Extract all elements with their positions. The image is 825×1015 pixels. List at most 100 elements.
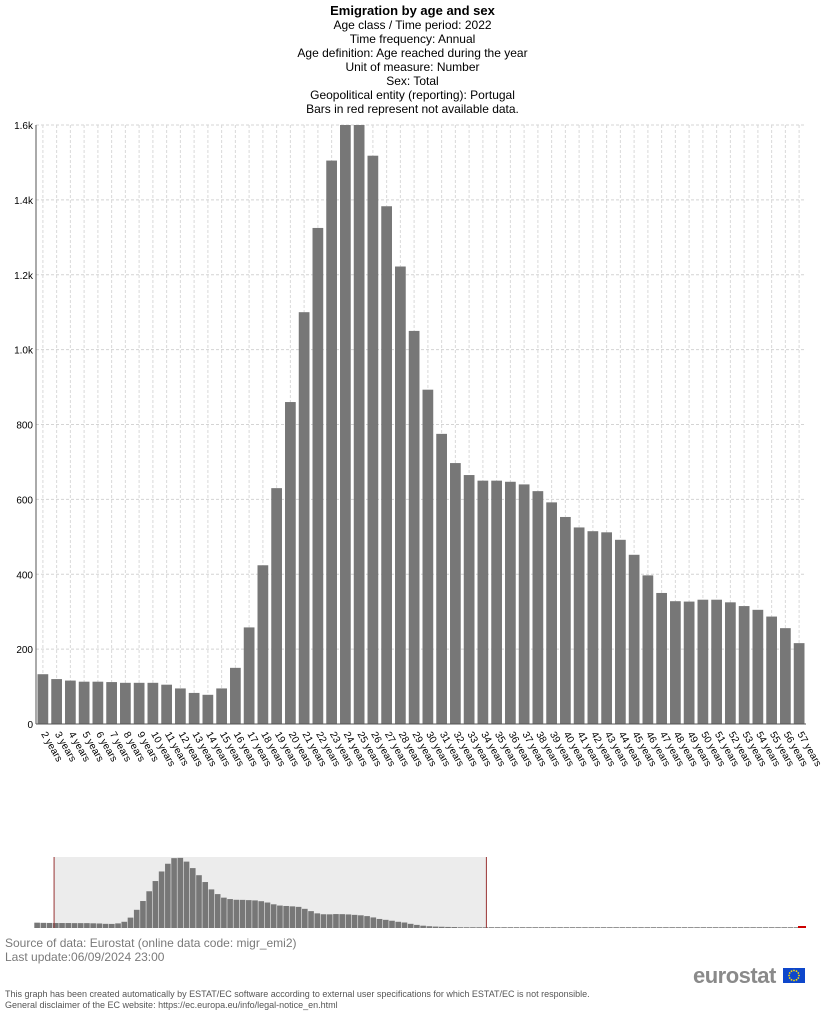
range-navigator[interactable] [34,857,806,928]
bar[interactable] [422,389,434,724]
bar[interactable] [587,531,599,724]
bar[interactable] [711,599,722,724]
bar[interactable] [628,554,640,724]
navigator-bar [532,927,538,928]
bar[interactable] [395,266,406,724]
bar[interactable] [37,674,49,724]
eu-star [788,977,791,979]
bar[interactable] [243,627,255,724]
bar[interactable] [51,679,62,724]
bar[interactable] [601,532,612,724]
bar[interactable] [518,484,530,724]
bar[interactable] [92,681,104,724]
y-tick-label: 1.0k [14,346,34,357]
bar[interactable] [175,688,186,724]
bar[interactable] [656,592,667,724]
y-tick-label: 600 [16,495,33,506]
navigator-bar [295,906,302,928]
bar[interactable] [560,516,571,724]
bar[interactable] [477,480,489,724]
eu-star [797,977,800,979]
navigator-bar [258,901,265,928]
navigator-bar [414,924,420,928]
bar[interactable] [298,312,310,724]
bar[interactable] [670,601,681,724]
bar[interactable] [312,227,324,724]
bar[interactable] [78,681,90,724]
bar[interactable] [106,682,117,724]
bar[interactable] [683,601,695,724]
navigator-bar [688,927,694,928]
bar[interactable] [752,609,764,724]
bar[interactable] [381,206,392,724]
navigator-bar [588,927,595,928]
navigator-bar [675,927,682,928]
bar[interactable] [147,682,159,724]
navigator-bar [669,927,675,928]
bar[interactable] [573,527,585,724]
bar[interactable] [463,475,475,724]
bar[interactable] [326,160,337,725]
navigator-bar [102,923,109,928]
bar[interactable] [133,682,145,724]
navigator-bar [59,923,65,928]
navigator-bar [638,927,644,928]
navigator-bar [470,927,476,928]
bar[interactable] [161,684,172,724]
navigator-bar [177,857,184,928]
bar[interactable] [202,694,214,724]
bar[interactable] [505,481,516,724]
bar[interactable] [340,125,351,724]
navigator-bar [214,894,221,928]
bar[interactable] [436,433,447,724]
bar[interactable] [353,125,365,724]
navigator-bar [463,927,470,928]
navigator-bar [781,927,788,928]
bar[interactable] [257,565,269,724]
disclaimer: This graph has been created automaticall… [5,989,590,1011]
navigator-bar [600,927,607,928]
bar[interactable] [450,463,461,724]
eu-star [790,970,793,973]
bar[interactable] [491,480,502,724]
bar[interactable] [188,692,200,724]
bar[interactable] [65,680,76,724]
subtitle-geo: Geopolitical entity (reporting): Portuga… [310,88,515,102]
bar[interactable] [642,575,654,724]
navigator-bar [308,911,314,928]
navigator-bar [681,927,688,928]
eu-star [798,974,800,977]
bar[interactable] [697,599,709,724]
bar[interactable] [120,682,131,724]
navigator-bar [358,915,364,928]
navigator-bar [395,921,402,928]
y-axis: 0 200 400 600 800 1.0k 1.2k 1.4k 1.6k [14,121,37,731]
bar[interactable] [408,330,420,724]
eurostat-logo: eurostat [693,963,808,989]
navigator-bar [656,927,663,928]
bar[interactable] [780,628,791,724]
bar[interactable] [725,602,736,724]
navigator-bar [245,900,252,928]
navigator-bar [208,889,215,928]
bar[interactable] [230,667,241,724]
bar[interactable] [285,402,296,724]
bar[interactable] [738,606,750,724]
navigator-bar [631,927,638,928]
eu-star [797,972,800,974]
navigator-bar [762,927,769,928]
navigator-bar [252,900,258,928]
navigator-bar [189,868,196,928]
bar[interactable] [615,539,626,724]
navigator-bar [376,918,383,928]
bar[interactable] [216,688,227,724]
bar[interactable] [271,488,282,724]
bar[interactable] [532,491,544,724]
navigator-bar [339,914,345,928]
navigator-bar [426,926,433,928]
bar[interactable] [367,155,379,725]
bar[interactable] [766,616,777,724]
navigator-bar [557,927,563,928]
bar[interactable] [793,643,805,724]
bar[interactable] [546,502,557,724]
